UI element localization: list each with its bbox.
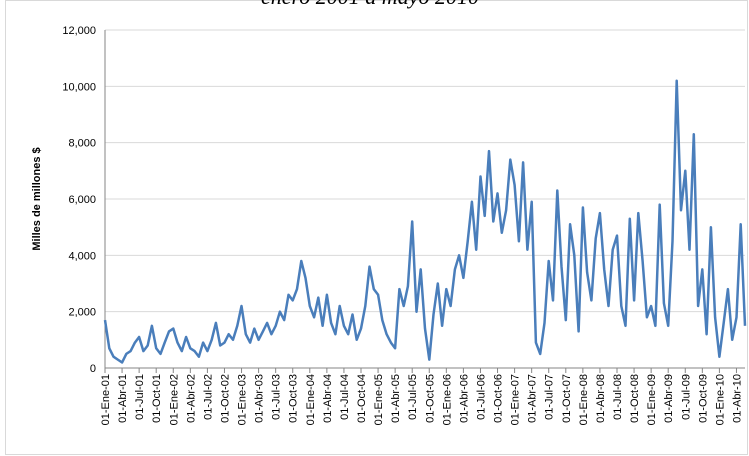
x-tick-label: 01-Ene-09 [646,374,658,425]
x-tick-label: 01-Abr-07 [527,374,539,423]
x-tick-label: 01-Jul-05 [407,374,419,420]
x-tick-label: 01-Oct-07 [561,374,573,423]
x-tick-label: 01-Ene-04 [305,374,317,425]
x-tick-label: 01-Abr-02 [185,374,197,423]
y-tick-label: 12,000 [62,25,96,37]
x-tick-label: 01-Ene-07 [510,374,522,425]
x-tick-label: 01-Abr-10 [731,374,743,423]
x-tick-label: 01-Abr-05 [390,374,402,423]
x-tick-label: 01-Jul-06 [475,374,487,420]
x-tick-label: 01-Jul-03 [271,374,283,420]
chart-frame [5,0,748,455]
x-tick-label: 01-Ene-01 [100,374,112,425]
x-tick-label: 01-Ene-06 [441,374,453,425]
x-tick-label: 01-Ene-02 [168,374,180,425]
y-tick-label: 6,000 [68,194,96,206]
x-tick-label: 01-Ene-03 [237,374,249,425]
chart-title: enero 2001 a mayo 2010 [261,0,479,9]
x-tick-label: 01-Ene-08 [578,374,590,425]
data-line [103,79,747,364]
x-tick-label: 01-Jul-08 [612,374,624,420]
x-tick-label: 01-Abr-01 [117,374,129,423]
y-axis-title: Milles de millones $ [31,147,43,250]
x-tick-label: 01-Ene-10 [714,374,726,425]
x-tick-label: 01-Abr-08 [595,374,607,423]
x-tick-label: 01-Jul-09 [680,374,692,420]
x-tick-label: 01-Oct-08 [629,374,641,423]
x-tick-label: 01-Oct-04 [356,374,368,423]
y-tick-label: 2,000 [68,307,96,319]
x-tick-label: 01-Jul-07 [544,374,556,420]
x-tick-label: 01-Oct-02 [219,374,231,423]
x-tick-label: 01-Oct-05 [424,374,436,423]
y-tick-label: 10,000 [62,81,96,93]
x-tick-label: 01-Oct-09 [697,374,709,423]
x-tick-label: 01-Abr-09 [663,374,675,423]
x-tick-label: 01-Oct-01 [151,374,163,423]
x-tick-label: 01-Jul-04 [339,374,351,420]
x-tick-label: 01-Ene-05 [373,374,385,425]
x-tick-label: 01-Jul-01 [134,374,146,420]
y-tick-label: 4,000 [68,250,96,262]
x-tick-label: 01-Abr-03 [254,374,266,423]
x-tick-label: 01-Abr-06 [458,374,470,423]
x-tick-label: 01-Oct-03 [288,374,300,423]
x-tick-label: 01-Oct-06 [493,374,505,423]
y-tick-label: 8,000 [68,138,96,150]
x-tick-label: 01-Jul-02 [202,374,214,420]
y-tick-label: 0 [90,363,96,375]
x-tick-label: 01-Abr-04 [322,374,334,423]
